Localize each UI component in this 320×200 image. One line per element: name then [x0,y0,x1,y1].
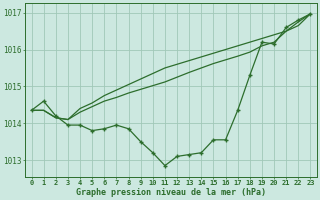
X-axis label: Graphe pression niveau de la mer (hPa): Graphe pression niveau de la mer (hPa) [76,188,266,197]
